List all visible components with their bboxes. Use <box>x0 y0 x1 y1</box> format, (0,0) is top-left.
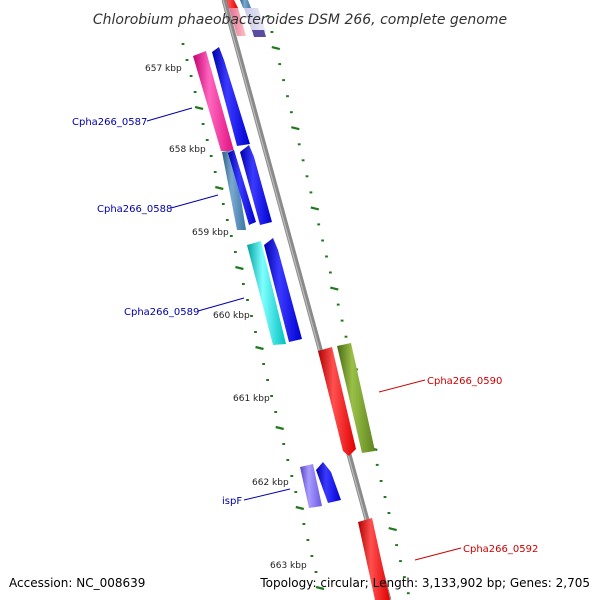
gene-label-cpha266-0587[interactable]: Cpha266_0587 <box>72 117 147 128</box>
outer-tick <box>310 206 320 211</box>
gene-cpha266-0590-red[interactable] <box>318 347 356 456</box>
gene-feature-top-lavender[interactable] <box>244 8 266 32</box>
gene-ispf-blue[interactable] <box>316 462 341 503</box>
kbp-label-658: 658 kbp <box>169 145 206 155</box>
leader-cpha266-0590 <box>378 379 426 393</box>
outer-tick <box>291 126 300 131</box>
gene-cpha266-0587-magenta[interactable] <box>193 51 234 151</box>
inner-tick <box>315 585 325 591</box>
inner-tick <box>295 505 305 511</box>
gene-label-cpha266-0588[interactable]: Cpha266_0588 <box>97 204 172 215</box>
gene-ispf-purple[interactable] <box>300 464 322 508</box>
gene-cpha266-0589-cyan[interactable] <box>247 241 286 345</box>
kbp-label-660: 660 kbp <box>213 311 250 321</box>
leader-cpha266-0592 <box>414 547 462 561</box>
leader-ispf <box>243 488 291 501</box>
genome-backbone <box>221 0 392 600</box>
gene-label-cpha266-0592[interactable]: Cpha266_0592 <box>463 544 538 555</box>
kbp-label-659: 659 kbp <box>192 228 229 238</box>
gene-cpha266-0590-olive[interactable] <box>337 343 375 453</box>
inner-tick-marks <box>181 43 325 591</box>
gene-cpha266-0589-blue[interactable] <box>264 238 302 342</box>
gene-cpha266-0588-steel[interactable] <box>222 150 246 230</box>
gene-label-cpha266-0589[interactable]: Cpha266_0589 <box>124 307 199 318</box>
gene-label-cpha266-0590[interactable]: Cpha266_0590 <box>427 376 502 387</box>
inner-tick <box>235 265 244 271</box>
map-title: Chlorobium phaeobacteroides DSM 266, com… <box>93 12 507 28</box>
kbp-label-662: 662 kbp <box>252 478 289 488</box>
accession-text: Accession: NC_008639 <box>9 576 145 590</box>
leader-cpha266-0587 <box>146 107 193 122</box>
gene-feature-top-steel[interactable] <box>240 0 251 8</box>
kbp-label-657: 657 kbp <box>145 64 182 74</box>
kbp-label-663: 663 kbp <box>270 561 307 571</box>
gene-feature-top-pink[interactable] <box>229 8 246 36</box>
gene-cpha266-0588-blue-b[interactable] <box>240 145 272 225</box>
inner-tick <box>255 345 264 351</box>
outer-tick <box>388 527 397 532</box>
genome-backbone-highlight <box>222 0 389 600</box>
leader-cpha266-0588 <box>170 194 219 209</box>
topology-text: Topology: circular; Length: 3,133,902 bp… <box>259 576 590 590</box>
outer-tick <box>330 286 339 291</box>
gene-feature-top-purple[interactable] <box>252 30 266 37</box>
inner-tick <box>194 105 204 111</box>
outer-tick <box>271 46 281 51</box>
kbp-label-661: 661 kbp <box>233 394 270 404</box>
kbp-scale-labels: 657 kbp 658 kbp 659 kbp 660 kbp 661 kbp … <box>145 64 307 571</box>
inner-tick <box>215 185 224 191</box>
leader-cpha266-0589 <box>197 297 245 312</box>
gene-cpha266-0588-blue-a[interactable] <box>228 150 256 225</box>
gene-label-ispf[interactable]: ispF <box>222 496 242 507</box>
gene-cpha266-0592-red[interactable] <box>358 518 390 600</box>
inner-tick <box>275 425 284 431</box>
gene-cpha266-0587-blue[interactable] <box>212 47 250 146</box>
